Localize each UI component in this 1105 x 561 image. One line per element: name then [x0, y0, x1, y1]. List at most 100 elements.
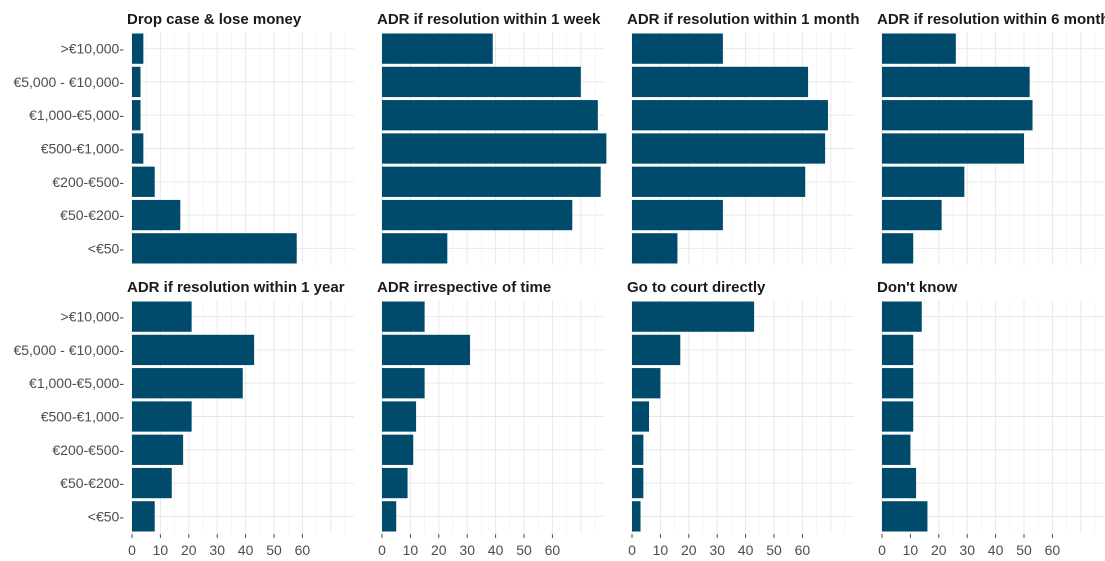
bar: [882, 66, 1030, 98]
bar: [882, 100, 1033, 131]
panel-3: ADR if resolution within 1 month: [627, 11, 860, 265]
bar: [882, 334, 914, 366]
x-tick-label: 30: [459, 542, 475, 558]
panel-title: ADR if resolution within 1 week: [377, 11, 601, 28]
bar: [382, 66, 581, 98]
bar: [132, 100, 141, 131]
bar: [882, 301, 922, 332]
panel-1: Drop case & lose money>€10,000- €5,000 - …: [13, 11, 354, 265]
bar: [382, 467, 408, 499]
x-tick-label: 60: [795, 542, 811, 558]
x-tick-label: 60: [1045, 542, 1061, 558]
category-label: >€10,000-: [61, 309, 125, 325]
bar: [882, 233, 914, 264]
category-label: €200-€500-: [52, 442, 124, 458]
bar: [632, 301, 755, 332]
bar: [382, 368, 425, 399]
bar: [632, 33, 723, 64]
x-tick-label: 10: [403, 542, 419, 558]
bar: [132, 301, 192, 332]
panel-5: ADR if resolution within 1 year>€10,000-…: [13, 279, 354, 558]
x-tick-label: 10: [903, 542, 919, 558]
bar: [132, 166, 155, 197]
panel-8: Don't know 0 10 20 30 40 50 60: [877, 279, 1104, 558]
bar: [632, 434, 644, 465]
x-tick-label: 60: [545, 542, 561, 558]
bar: [882, 199, 942, 231]
bar: [132, 467, 172, 499]
x-tick-label: 50: [766, 542, 782, 558]
bar: [382, 434, 414, 465]
category-label: €1,000-€5,000-: [29, 107, 124, 123]
bar: [382, 33, 493, 64]
x-tick-label: 10: [153, 542, 169, 558]
x-tick-label: 30: [209, 542, 225, 558]
bar: [382, 133, 607, 164]
bar: [132, 501, 155, 532]
bar: [882, 434, 911, 465]
x-tick-label: 30: [959, 542, 975, 558]
x-tick-label: 0: [628, 542, 636, 558]
x-tick-label: 60: [295, 542, 311, 558]
x-tick-label: 40: [238, 542, 254, 558]
bar: [632, 100, 828, 131]
bar: [382, 199, 573, 231]
category-label: €500-€1,000-: [41, 409, 125, 425]
bar: [632, 233, 678, 264]
bar: [632, 368, 661, 399]
bar: [382, 100, 598, 131]
category-label: <€50-: [88, 508, 125, 524]
bar: [632, 467, 644, 499]
panel-2: ADR if resolution within 1 week: [377, 11, 607, 265]
bar: [132, 199, 181, 231]
panel-title: ADR irrespective of time: [377, 279, 551, 296]
category-label: €500-€1,000-: [41, 141, 125, 157]
bar: [882, 467, 917, 499]
bar: [132, 33, 144, 64]
bar: [382, 233, 448, 264]
bar: [132, 334, 255, 366]
bar: [132, 368, 243, 399]
x-tick-label: 20: [181, 542, 197, 558]
bar: [632, 334, 681, 366]
panel-7: Go to court directly 0 10 20 30 40 50 60: [627, 279, 854, 558]
bar: [132, 434, 184, 465]
bar: [882, 133, 1024, 164]
bar: [382, 166, 601, 197]
category-label: €1,000-€5,000-: [29, 375, 124, 391]
category-label: €5,000 - €10,000-: [13, 74, 124, 90]
bar: [132, 233, 297, 264]
bar: [382, 401, 417, 432]
panel-title: Go to court directly: [627, 279, 766, 296]
bar: [632, 401, 650, 432]
panel-4: ADR if resolution within 6 months: [877, 11, 1105, 265]
x-tick-label: 0: [378, 542, 386, 558]
bar: [632, 133, 826, 164]
bar: [632, 166, 806, 197]
bar: [382, 301, 425, 332]
x-tick-label: 40: [988, 542, 1004, 558]
panel-title: Drop case & lose money: [127, 11, 302, 28]
category-label: >€10,000-: [61, 41, 125, 57]
category-label: <€50-: [88, 240, 125, 256]
x-tick-label: 0: [128, 542, 136, 558]
bar: [882, 501, 928, 532]
bar: [882, 166, 965, 197]
panel-6: ADR irrespective of time 0 10 20 30 40 50 60: [377, 279, 604, 558]
bar: [382, 501, 397, 532]
panel-title: Don't know: [877, 279, 958, 296]
x-tick-label: 20: [681, 542, 697, 558]
bar: [632, 199, 723, 231]
bar: [132, 66, 141, 98]
category-label: €200-€500-: [52, 174, 124, 190]
category-label: €5,000 - €10,000-: [13, 342, 124, 358]
bar: [132, 133, 144, 164]
panel-title: ADR if resolution within 6 months: [877, 11, 1105, 28]
bar: [882, 33, 956, 64]
x-tick-label: 0: [878, 542, 886, 558]
bar: [882, 401, 914, 432]
bar: [382, 334, 471, 366]
x-tick-label: 10: [653, 542, 669, 558]
x-tick-label: 30: [709, 542, 725, 558]
